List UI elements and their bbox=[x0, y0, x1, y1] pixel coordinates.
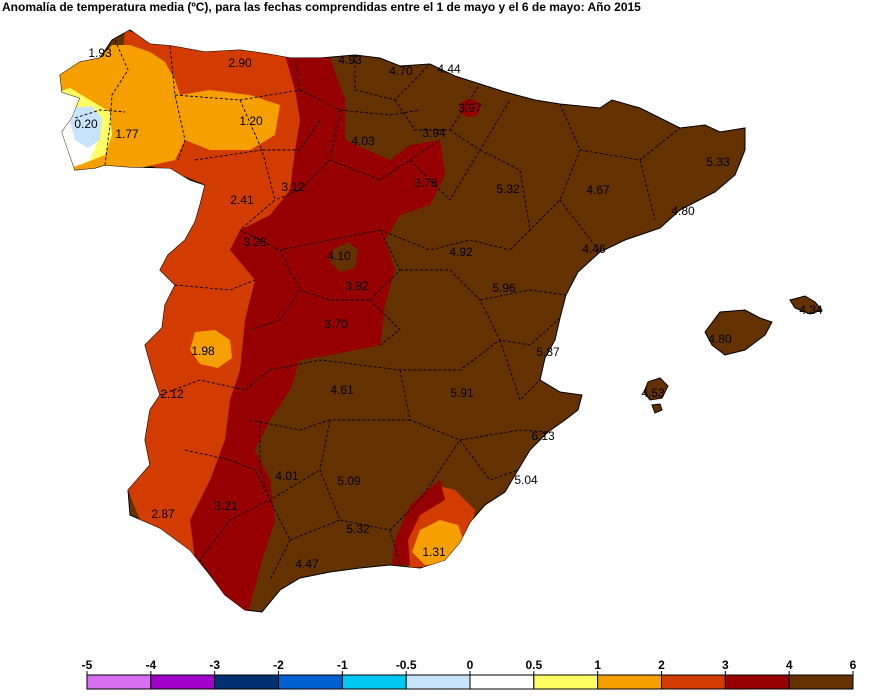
val-soria: 3.78 bbox=[414, 176, 438, 190]
zone-anomaly-m05-0 bbox=[70, 106, 102, 148]
val-leon: 1.20 bbox=[239, 114, 263, 128]
val-albacete: 5.91 bbox=[450, 386, 474, 400]
zone-anomaly-3-4-navarra bbox=[460, 99, 480, 117]
map-title: Anomalía de temperatura media (ºC), para… bbox=[2, 0, 641, 14]
province-borders bbox=[74, 39, 681, 591]
val-navarra-n: 4.44 bbox=[437, 62, 461, 76]
val-bizkaia-w: 4.93 bbox=[338, 53, 362, 67]
val-zamora: 2.41 bbox=[230, 193, 254, 207]
val-asturias: 2.90 bbox=[228, 56, 252, 70]
legend-swatch bbox=[405, 674, 471, 690]
val-caceres: 1.98 bbox=[191, 344, 215, 358]
val-mallorca-e: 4.34 bbox=[799, 303, 823, 317]
legend-tick-label: 6 bbox=[850, 658, 857, 672]
val-badajoz: 2.12 bbox=[160, 387, 184, 401]
val-lleida: 4.67 bbox=[586, 183, 610, 197]
legend-swatch bbox=[469, 674, 535, 690]
color-legend: -5 -4 -3 -2 -1 -0.5 0 0.5 1 2 3 4 6 bbox=[82, 658, 857, 690]
legend-swatch bbox=[150, 674, 216, 690]
val-a-coruna: 1.93 bbox=[88, 46, 112, 60]
legend-tick-label: -2 bbox=[273, 658, 284, 672]
legend-swatch bbox=[533, 674, 599, 690]
legend-swatch bbox=[86, 674, 152, 690]
value-labels: 1.93 2.90 4.93 4.70 4.44 3.97 0.20 1.77 1.20 4.03… bbox=[74, 46, 823, 571]
val-teruel: 5.96 bbox=[492, 281, 516, 295]
val-jaen: 5.09 bbox=[337, 474, 361, 488]
val-guadalajara: 4.92 bbox=[449, 245, 473, 259]
val-zaragoza: 5.32 bbox=[496, 182, 520, 196]
menorca bbox=[789, 295, 823, 315]
legend-tick-label: -3 bbox=[209, 658, 220, 672]
zone-anomaly-3-4 bbox=[190, 55, 445, 612]
val-madrid: 3.82 bbox=[345, 279, 369, 293]
val-ciudad-real: 4.61 bbox=[330, 383, 354, 397]
val-almeria: 1.31 bbox=[422, 545, 446, 559]
legend-tick-label: 2 bbox=[658, 658, 665, 672]
legend-swatch bbox=[278, 674, 343, 690]
val-cordoba: 4.01 bbox=[275, 469, 299, 483]
val-burgos: 4.03 bbox=[351, 134, 375, 148]
legend-tick-label: -4 bbox=[145, 658, 156, 672]
val-ourense: 1.77 bbox=[115, 127, 139, 141]
legend-swatch bbox=[724, 674, 790, 690]
val-barcelona: 4.80 bbox=[671, 204, 695, 218]
val-alicante: 6.13 bbox=[531, 429, 555, 443]
legend-swatch bbox=[341, 674, 407, 690]
legend-tick-label: 3 bbox=[722, 658, 729, 672]
zone-anomaly-2-3 bbox=[110, 30, 300, 600]
val-gipuzkoa: 4.70 bbox=[389, 64, 413, 78]
val-girona: 5.33 bbox=[706, 155, 730, 169]
val-salamanca: 3.26 bbox=[243, 235, 267, 249]
legend-swatch bbox=[788, 674, 854, 690]
legend-tick-label: 0 bbox=[467, 658, 474, 672]
val-navarra: 3.97 bbox=[458, 101, 482, 115]
val-ibiza: 4.53 bbox=[641, 386, 665, 400]
legend-tick-label: 4 bbox=[786, 658, 793, 672]
legend-tick-label: -0.5 bbox=[396, 658, 417, 672]
val-murcia: 5.04 bbox=[514, 473, 538, 487]
legend-swatch bbox=[597, 674, 663, 690]
legend-swatch bbox=[214, 674, 280, 690]
zone-anomaly-4-6-island bbox=[330, 242, 358, 272]
zone-anomaly-3-4-east bbox=[392, 480, 445, 565]
val-palencia: 3.12 bbox=[281, 180, 305, 194]
legend-swatch bbox=[661, 674, 726, 690]
val-valencia: 5.87 bbox=[536, 345, 560, 359]
val-sevilla: 3.21 bbox=[214, 499, 238, 513]
legend-tick-label: -5 bbox=[82, 658, 93, 672]
val-pontevedra: 0.20 bbox=[74, 117, 98, 131]
val-la-rioja: 3.94 bbox=[422, 126, 446, 140]
zone-anomaly-1-2-west bbox=[190, 330, 232, 368]
val-toledo: 3.70 bbox=[324, 317, 348, 331]
val-malaga: 4.47 bbox=[295, 557, 319, 571]
legend-tick-label: 1 bbox=[594, 658, 601, 672]
legend-tick-label: 0.5 bbox=[525, 658, 542, 672]
legend-tick-label: -1 bbox=[337, 658, 348, 672]
val-tarragona: 4.46 bbox=[582, 242, 606, 256]
val-granada: 5.32 bbox=[346, 522, 370, 536]
mallorca bbox=[704, 309, 773, 356]
val-segovia: 4.10 bbox=[327, 249, 351, 263]
val-mallorca: 4.80 bbox=[708, 332, 732, 346]
formentera bbox=[651, 403, 663, 414]
val-huelva: 2.87 bbox=[151, 507, 175, 521]
ibiza bbox=[643, 377, 669, 401]
